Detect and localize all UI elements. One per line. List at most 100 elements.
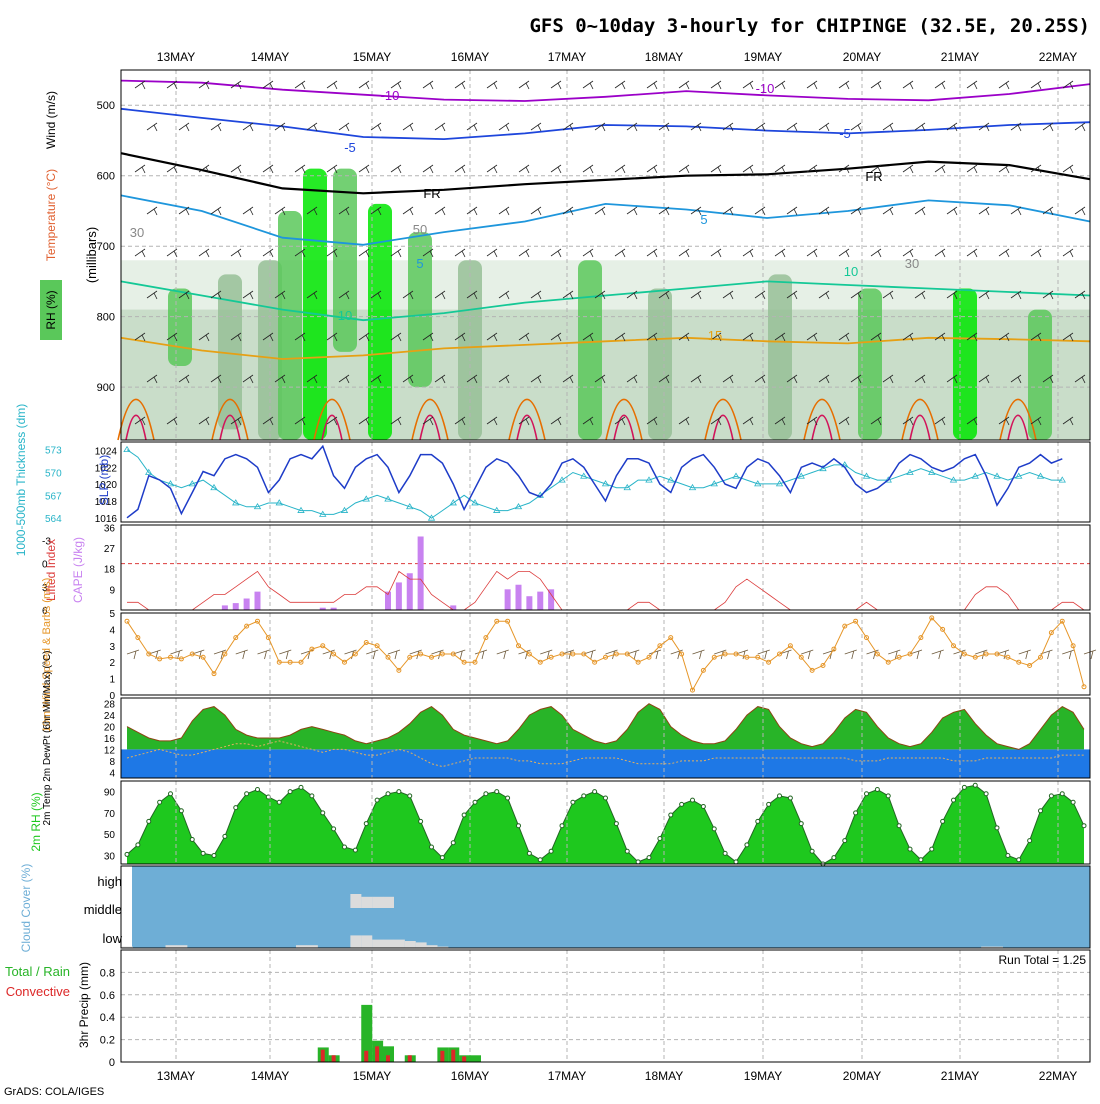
upper-wind-barb (946, 122, 958, 132)
isotherm-25-lobe-4 (516, 414, 538, 441)
upper-wind-barb (742, 416, 754, 426)
upper-wind-barb (1042, 122, 1054, 132)
upper-wind-barb (262, 248, 274, 258)
slp-frame (120, 441, 1091, 523)
upper-wind-barb (242, 122, 254, 132)
thickness-marker-28 (427, 514, 436, 521)
cloud-background (132, 866, 1090, 948)
upper-wind-barb (754, 122, 766, 132)
upper-wind-barb (134, 164, 146, 174)
upper-wind-barb (998, 164, 1010, 174)
cape-bar-27 (417, 536, 424, 610)
wind-speed-point-38 (537, 659, 543, 665)
rh2m-point-82 (1016, 857, 1022, 863)
wind-speed-point-41 (570, 651, 576, 657)
thickness-marker-22 (362, 495, 370, 502)
upper-wind-barb (1074, 374, 1086, 384)
isotherm-20-lobe-9 (999, 398, 1037, 441)
wind-speed-point-68 (864, 635, 869, 641)
rh2m-point-8 (211, 852, 217, 858)
upper-wind-barb (402, 206, 414, 216)
slp-tick-label-4: 1024 (95, 446, 118, 457)
wind-speed-point-54 (711, 654, 717, 660)
upper-wind-barb (966, 332, 978, 342)
upper-wind-barb (562, 206, 574, 216)
upper-wind-barb (198, 416, 210, 426)
rh2m-point-52 (690, 797, 695, 803)
rh2m-point-50 (668, 812, 674, 818)
wind-tick-label-3: 3 (109, 642, 115, 653)
upper-wind-barb (1062, 164, 1074, 174)
cape-bar-38 (537, 591, 544, 610)
upper-wind-barb (690, 206, 702, 216)
wind-speed-point-26 (407, 654, 413, 660)
upper-wind-barb (230, 164, 242, 174)
wind-speed-point-61 (787, 643, 793, 649)
upper-wind-barb (722, 290, 734, 300)
thickness-marker-0 (123, 445, 131, 453)
rh2m-point-40 (559, 823, 565, 829)
upper-pressure-axis-label: (millibars) (84, 227, 99, 283)
upper-wind-barb (626, 206, 638, 216)
li-line (127, 570, 1085, 611)
rh2m-point-43 (592, 789, 598, 795)
rh2m-point-39 (548, 848, 554, 854)
rh2m-point-5 (178, 808, 184, 814)
upper-wind-barb (178, 374, 190, 384)
upper-wind-barb (326, 164, 338, 174)
rh2m-point-7 (200, 850, 206, 856)
upper-wind-barb (338, 206, 350, 216)
upper-wind-barb (562, 290, 574, 300)
wind-tick-label-0: 0 (109, 691, 115, 702)
thickness-marker-68 (862, 472, 871, 479)
wind-speed-point-31 (461, 659, 467, 665)
upper-wind-barb (1010, 122, 1022, 132)
upper-wind-barb (690, 374, 702, 384)
isotherm-20-lobe-1 (211, 398, 249, 441)
wind-speed-point-14 (276, 659, 282, 665)
upper-wind-barb (594, 206, 606, 216)
upper-wind-barb (306, 122, 318, 132)
wind-speed-point-7 (200, 654, 206, 660)
upper-wind-barb (306, 206, 318, 216)
rh2m-point-65 (831, 855, 837, 861)
thickness-marker-84 (1036, 472, 1045, 479)
isotherm-2 (120, 152, 1091, 195)
upper-wind-barb (210, 374, 222, 384)
wind-speed-point-35 (505, 618, 511, 624)
thickness-tick-label-2: 570 (45, 468, 62, 479)
wind-speed-point-5 (178, 656, 184, 662)
thickness-tick-label-3: 573 (45, 446, 62, 457)
upper-frame (120, 69, 1091, 441)
upper-wind-barb (274, 374, 286, 384)
surface-wind-barb-24 (387, 649, 401, 660)
rh2m-point-48 (646, 855, 652, 861)
rh2m-point-55 (722, 850, 728, 856)
upper-wind-barb (806, 164, 818, 174)
upper-wind-barb (882, 290, 894, 300)
upper-wind-barb (1030, 332, 1042, 342)
thickness-marker-54 (710, 480, 718, 487)
upper-wind-barb (838, 80, 850, 90)
upper-wind-barb (850, 122, 862, 132)
upper-wind-barb (722, 122, 734, 132)
cape-bar-24 (385, 591, 391, 610)
rh2m-point-9 (222, 833, 228, 839)
precip-tick-label-1: 0.2 (100, 1035, 115, 1047)
wind-speed-point-42 (581, 651, 587, 657)
rh2m-point-33 (483, 791, 489, 797)
wind-speed-point-27 (418, 651, 424, 657)
upper-wind-barb (646, 248, 658, 258)
rh2m-point-21 (352, 847, 358, 853)
rh2m-point-26 (407, 793, 413, 799)
rh2m-point-3 (157, 799, 163, 805)
rh2m-point-20 (342, 844, 347, 850)
thickness-marker-20 (340, 506, 349, 513)
isotherm-20-lobe-0 (117, 398, 155, 441)
upper-wind-barb (402, 374, 414, 384)
isotherm-3 (120, 194, 1091, 246)
thickness-marker-86 (1058, 476, 1066, 483)
upper-wind-barb (262, 164, 274, 174)
contour-label-13: 10 (844, 264, 858, 279)
temp-tick-label-5: 24 (104, 711, 116, 722)
